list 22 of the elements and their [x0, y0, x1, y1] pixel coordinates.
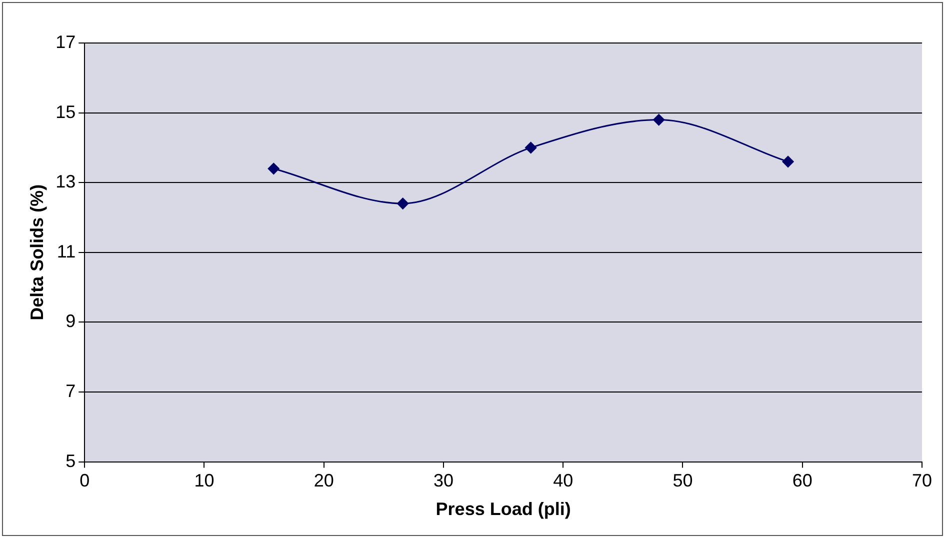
- x-tick-label: 40: [553, 470, 574, 491]
- x-tick-label: 10: [194, 470, 214, 491]
- point: [782, 156, 794, 168]
- y-tick-label: 5: [66, 450, 76, 471]
- x-tick-label: 20: [314, 470, 334, 491]
- x-tick-label: 0: [80, 470, 90, 491]
- x-tick-label: 50: [672, 470, 693, 491]
- x-tick-label: 30: [433, 470, 454, 491]
- x-tick-label: 70: [912, 470, 932, 491]
- point: [397, 198, 409, 210]
- x-tick-label: 60: [792, 470, 812, 491]
- y-tick-label: 17: [56, 32, 76, 52]
- y-tick-label: 11: [56, 241, 76, 262]
- y-axis-title: Delta Solids (%): [26, 184, 47, 320]
- y-tick-label: 9: [66, 311, 76, 332]
- y-tick-label: 13: [56, 172, 76, 192]
- point: [268, 162, 280, 174]
- point: [653, 114, 665, 126]
- y-tick-label: 15: [56, 102, 76, 122]
- point: [525, 142, 537, 154]
- x-axis-title: Press Load (pli): [436, 499, 571, 520]
- y-tick-label: 7: [66, 380, 76, 401]
